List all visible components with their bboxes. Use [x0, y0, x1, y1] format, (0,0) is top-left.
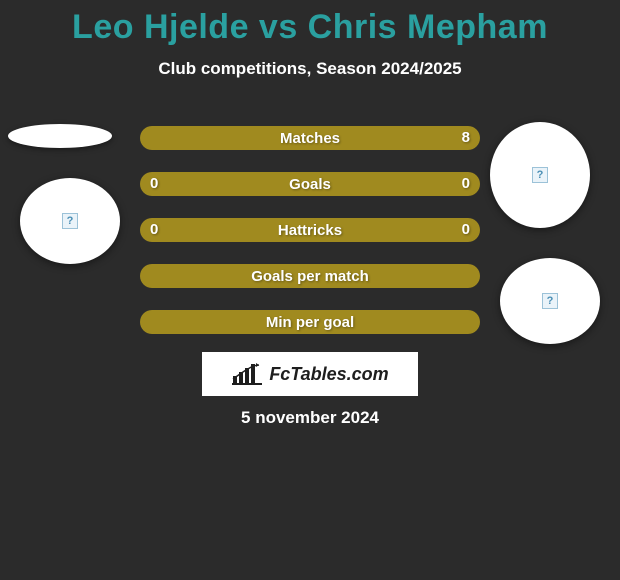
bars-chart-icon	[231, 362, 263, 386]
stat-label: Goals	[289, 176, 331, 193]
stat-bar: 0 Hattricks 0	[140, 218, 480, 242]
stat-value-right: 8	[462, 126, 470, 150]
image-placeholder-icon	[62, 213, 78, 229]
image-placeholder-icon	[542, 293, 558, 309]
subtitle: Club competitions, Season 2024/2025	[0, 59, 620, 79]
stat-bar: 0 Goals 0	[140, 172, 480, 196]
brand-logo: FcTables.com	[202, 352, 418, 396]
stats-bars: Matches 8 0 Goals 0 0 Hattricks 0 Goals …	[140, 126, 480, 356]
stat-bar: Goals per match	[140, 264, 480, 288]
player-avatar-right-bottom	[500, 258, 600, 344]
stat-value-right: 0	[462, 218, 470, 242]
stat-bar: Matches 8	[140, 126, 480, 150]
stat-label: Min per goal	[266, 314, 354, 331]
page-title: Leo Hjelde vs Chris Mepham	[0, 0, 620, 47]
stat-label: Matches	[280, 130, 340, 147]
player-avatar-left	[20, 178, 120, 264]
stat-bar: Min per goal	[140, 310, 480, 334]
stat-value-left: 0	[150, 218, 158, 242]
date-text: 5 november 2024	[0, 408, 620, 428]
stat-label: Hattricks	[278, 222, 342, 239]
decor-ellipse-top-left	[8, 124, 112, 148]
stat-value-right: 0	[462, 172, 470, 196]
stat-value-left: 0	[150, 172, 158, 196]
brand-logo-text: FcTables.com	[269, 364, 388, 385]
stat-label: Goals per match	[251, 268, 369, 285]
player-avatar-right-top	[490, 122, 590, 228]
image-placeholder-icon	[532, 167, 548, 183]
